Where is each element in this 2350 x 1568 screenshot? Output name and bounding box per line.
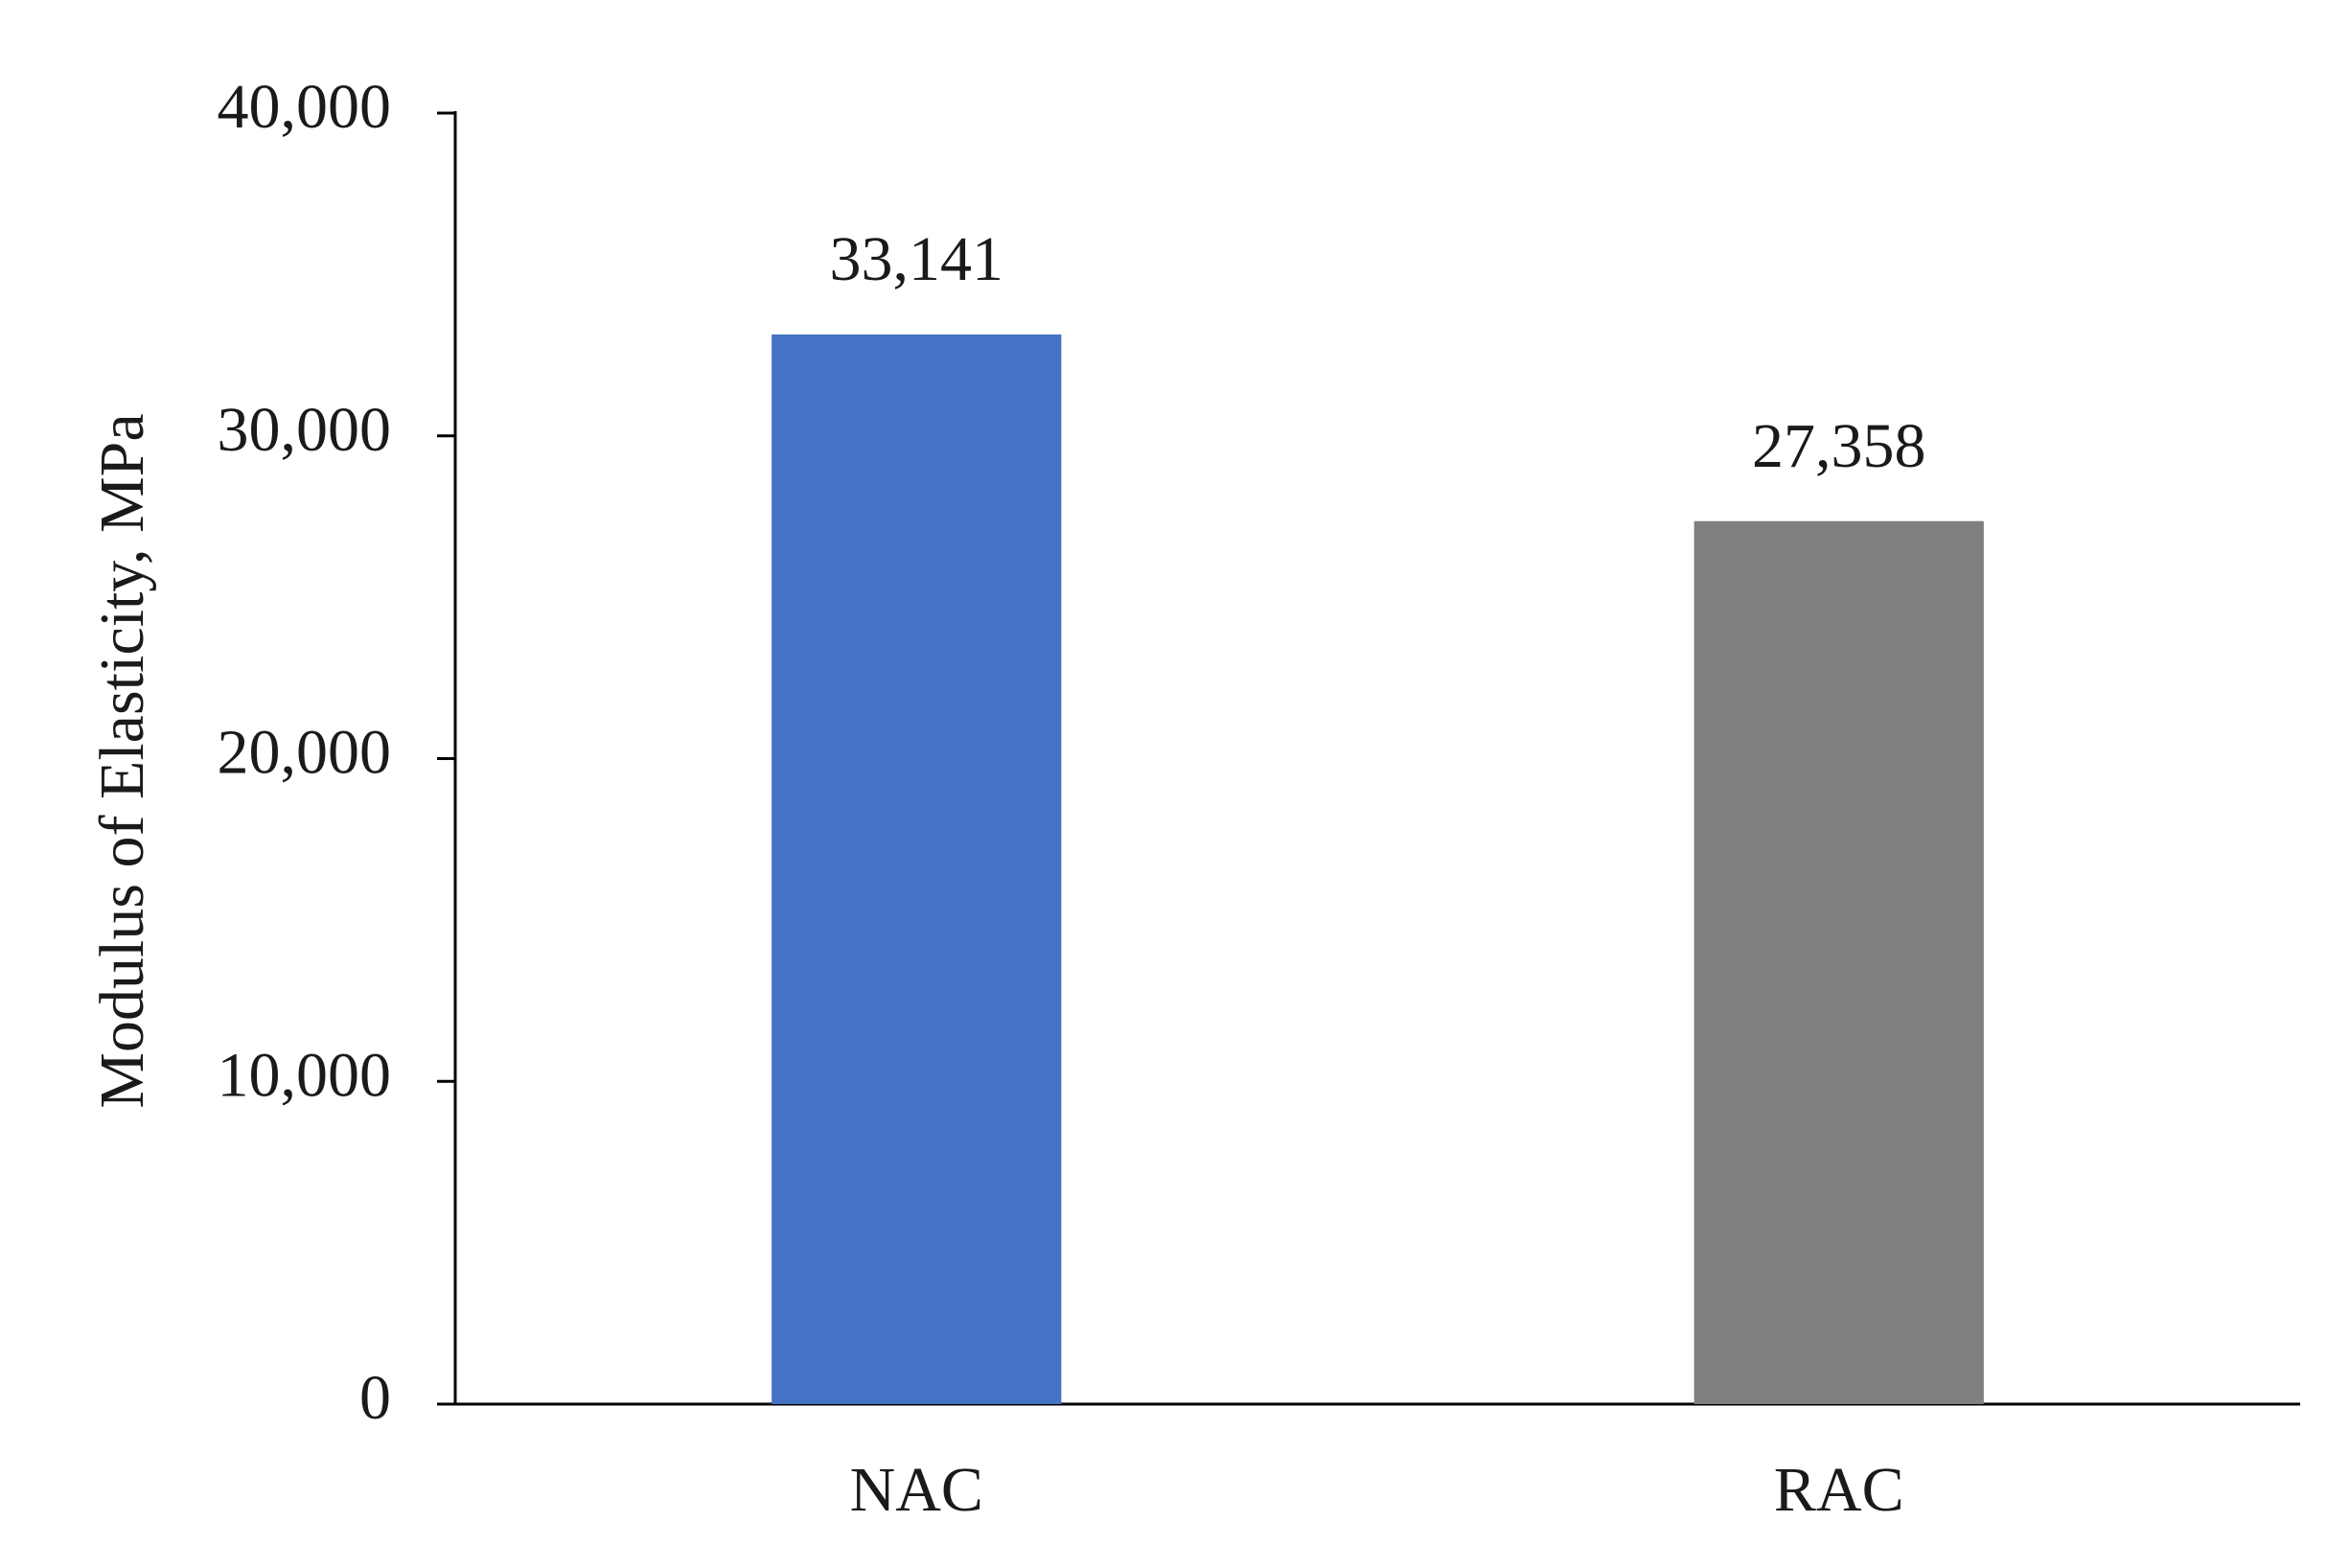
y-tick-label: 40,000: [218, 72, 392, 142]
value-label: 33,141: [830, 224, 1004, 294]
y-tick-label: 0: [359, 1363, 391, 1433]
y-tick-label: 20,000: [218, 718, 392, 788]
bar: [772, 334, 1062, 1405]
y-tick-label: 10,000: [218, 1040, 392, 1110]
y-axis-label: Modulus of Elasticity, MPa: [87, 413, 157, 1108]
x-tick-label: RAC: [1774, 1455, 1904, 1525]
y-tick-label: 30,000: [218, 395, 392, 465]
x-tick-label: NAC: [850, 1455, 983, 1525]
value-label: 27,358: [1752, 411, 1926, 481]
bar: [1693, 520, 1984, 1404]
